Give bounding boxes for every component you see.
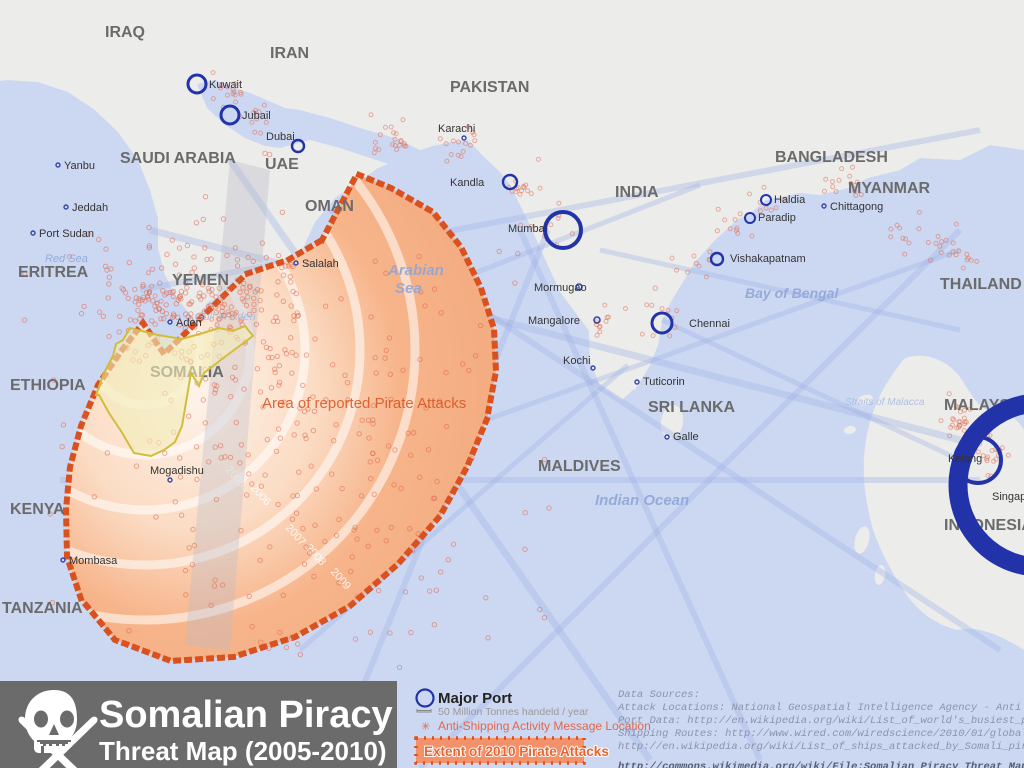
svg-text:Tuticorin: Tuticorin (643, 376, 685, 388)
svg-text:Straits of Malacca: Straits of Malacca (845, 397, 925, 408)
svg-text:ERITREA: ERITREA (18, 264, 89, 281)
svg-text:INDIA: INDIA (615, 184, 659, 201)
svg-text:Aden: Aden (176, 317, 202, 329)
svg-text:Port Data: http://en.wikipedia: Port Data: http://en.wikipedia.org/wiki/… (618, 715, 1024, 727)
svg-text:MYANMAR: MYANMAR (848, 180, 931, 197)
svg-text:Paradip: Paradip (758, 212, 796, 224)
svg-text:IRAN: IRAN (270, 45, 309, 62)
svg-text:Chittagong: Chittagong (830, 201, 883, 213)
svg-text:Jeddah: Jeddah (72, 202, 108, 214)
svg-text:UAE: UAE (265, 156, 299, 173)
svg-text:Vishakapatnam: Vishakapatnam (730, 253, 806, 265)
svg-text:PAKISTAN: PAKISTAN (450, 79, 529, 96)
svg-text:TANZANIA: TANZANIA (2, 600, 83, 617)
svg-text:Data Sources:: Data Sources: (618, 689, 700, 701)
svg-text:ETHIOPIA: ETHIOPIA (10, 377, 86, 394)
svg-text:Mangalore: Mangalore (528, 315, 580, 327)
svg-text:Indian Ocean: Indian Ocean (595, 492, 689, 509)
svg-text:KENYA: KENYA (10, 501, 65, 518)
svg-text:http://commons.wikimedia.org/w: http://commons.wikimedia.org/wiki/File:S… (618, 761, 1024, 768)
svg-text:Haldia: Haldia (774, 194, 806, 206)
svg-text:Mormugao: Mormugao (534, 282, 587, 294)
svg-text:Major Port: Major Port (438, 690, 512, 707)
svg-text:Kuwait: Kuwait (209, 79, 242, 91)
svg-text:Area of reported Pirate Attack: Area of reported Pirate Attacks (262, 395, 466, 412)
svg-text:SAUDI ARABIA: SAUDI ARABIA (120, 150, 236, 167)
svg-text:Arabian: Arabian (387, 262, 444, 279)
svg-text:Mumbai: Mumbai (508, 223, 547, 235)
svg-text:Gulf of Aden: Gulf of Aden (195, 311, 256, 323)
svg-text:Mogadishu: Mogadishu (150, 465, 204, 477)
svg-text:Threat Map (2005-2010): Threat Map (2005-2010) (99, 736, 387, 766)
svg-text:Chennai: Chennai (689, 318, 730, 330)
svg-text:BANGLADESH: BANGLADESH (775, 149, 888, 166)
svg-text:Galle: Galle (673, 431, 699, 443)
svg-text:Somalian Piracy: Somalian Piracy (99, 694, 393, 736)
svg-text:Salalah: Salalah (302, 258, 339, 270)
svg-text:Sea: Sea (395, 280, 422, 297)
svg-text:Mombasa: Mombasa (69, 555, 118, 567)
svg-text:YEMEN: YEMEN (172, 272, 229, 289)
svg-text:OMAN: OMAN (305, 198, 354, 215)
svg-text:IRAQ: IRAQ (105, 24, 145, 41)
svg-text:Extent of 2010 Pirate Attacks: Extent of 2010 Pirate Attacks (424, 744, 609, 759)
svg-text:http://en.wikipedia.org/wiki/L: http://en.wikipedia.org/wiki/List_of_shi… (618, 741, 1024, 753)
svg-text:MALDIVES: MALDIVES (538, 458, 621, 475)
svg-text:Bay of Bengal: Bay of Bengal (745, 285, 839, 301)
svg-text:SRI LANKA: SRI LANKA (648, 399, 736, 416)
svg-text:Attack Locations: National Geo: Attack Locations: National Geospatial In… (617, 702, 1024, 714)
svg-text:50 Million Tonnes handeld / ye: 50 Million Tonnes handeld / year (438, 706, 589, 718)
svg-text:Karachi: Karachi (438, 123, 475, 135)
svg-text:Kochi: Kochi (563, 355, 591, 367)
svg-text:Shipping Routes: http://www.wi: Shipping Routes: http://www.wired.com/wi… (618, 728, 1024, 740)
svg-text:Kandla: Kandla (450, 177, 485, 189)
svg-text:Jubail: Jubail (242, 110, 271, 122)
svg-text:✳: ✳ (421, 721, 430, 733)
svg-text:Kelang: Kelang (948, 453, 982, 465)
svg-text:Port Sudan: Port Sudan (39, 228, 94, 240)
svg-text:Dubai: Dubai (266, 131, 295, 143)
svg-text:THAILAND: THAILAND (940, 276, 1022, 293)
svg-text:Yanbu: Yanbu (64, 160, 95, 172)
svg-text:Singapore: Singapore (992, 491, 1024, 503)
